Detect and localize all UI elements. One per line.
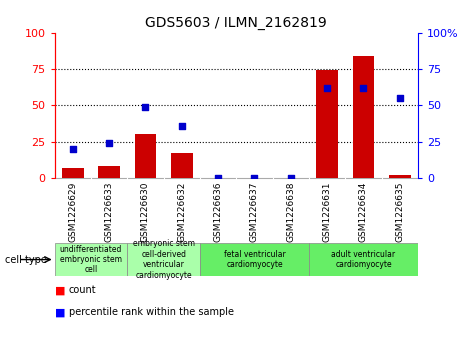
Text: GSM1226631: GSM1226631 [323, 181, 332, 242]
Bar [171, 153, 193, 178]
Text: GSM1226630: GSM1226630 [141, 181, 150, 242]
Title: GDS5603 / ILMN_2162819: GDS5603 / ILMN_2162819 [145, 16, 327, 30]
Point [105, 140, 113, 146]
Text: embryonic stem
cell-derived
ventricular
cardiomyocyte: embryonic stem cell-derived ventricular … [133, 240, 195, 280]
Bar [352, 56, 374, 178]
Point [214, 175, 222, 181]
Text: GSM1226637: GSM1226637 [250, 181, 259, 242]
Text: GSM1226635: GSM1226635 [395, 181, 404, 242]
Point [396, 95, 404, 101]
Text: GSM1226629: GSM1226629 [68, 181, 77, 241]
Bar [62, 168, 84, 178]
Bar [389, 175, 411, 178]
Text: GSM1226633: GSM1226633 [104, 181, 114, 242]
Text: ■: ■ [55, 285, 65, 295]
Text: count: count [69, 285, 96, 295]
Point [142, 104, 149, 110]
Text: GSM1226638: GSM1226638 [286, 181, 295, 242]
Bar [309, 243, 418, 276]
Bar [316, 70, 338, 178]
Text: GSM1226636: GSM1226636 [214, 181, 223, 242]
Point [178, 123, 186, 129]
Bar [55, 243, 127, 276]
Point [360, 85, 367, 91]
Point [287, 175, 294, 181]
Text: undifferentiated
embryonic stem
cell: undifferentiated embryonic stem cell [60, 245, 122, 274]
Text: GSM1226632: GSM1226632 [177, 181, 186, 241]
Bar [127, 243, 200, 276]
Bar [200, 243, 309, 276]
Point [323, 85, 331, 91]
Text: ■: ■ [55, 307, 65, 317]
Text: percentile rank within the sample: percentile rank within the sample [69, 307, 234, 317]
Text: cell type: cell type [5, 254, 47, 265]
Text: adult ventricular
cardiomyocyte: adult ventricular cardiomyocyte [332, 250, 396, 269]
Point [69, 146, 76, 152]
Point [251, 175, 258, 181]
Bar [98, 166, 120, 178]
Text: GSM1226634: GSM1226634 [359, 181, 368, 241]
Bar [134, 134, 156, 178]
Text: fetal ventricular
cardiomyocyte: fetal ventricular cardiomyocyte [224, 250, 285, 269]
